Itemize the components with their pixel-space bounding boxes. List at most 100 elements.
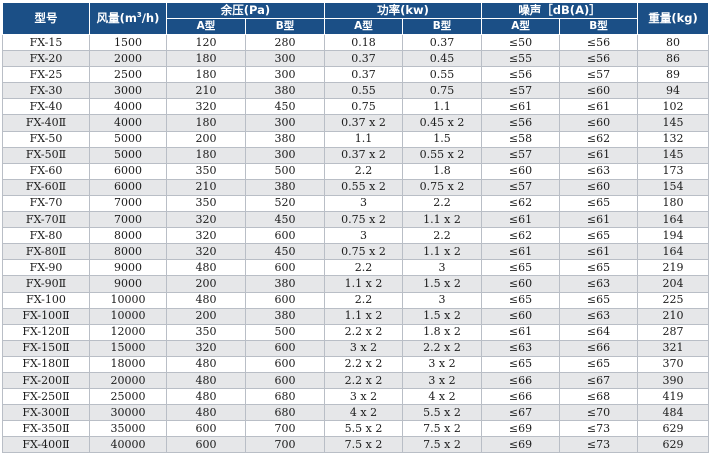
cell-noise-a: ≤66 (481, 371, 561, 390)
cell-model: FX-70Ⅱ (2, 211, 90, 229)
cell-pressure-a: 320 (166, 243, 246, 261)
cell-pressure-a: 480 (166, 388, 246, 406)
cell-airflow: 20000 (89, 371, 167, 390)
cell-pressure-b: 600 (245, 339, 325, 357)
cell-weight: 321 (637, 339, 710, 357)
cell-weight: 145 (637, 114, 710, 132)
cell-noise-b: ≤61 (559, 243, 639, 261)
cell-noise-b: ≤60 (559, 114, 639, 132)
cell-noise-b: ≤60 (559, 178, 639, 196)
cell-model: FX-100 (2, 291, 90, 309)
cell-noise-b: ≤64 (559, 323, 639, 341)
header-noise-a: A型 (481, 18, 561, 35)
cell-noise-a: ≤65 (481, 259, 561, 277)
cell-pressure-a: 350 (166, 323, 246, 341)
header-pressure-a: A型 (166, 18, 246, 35)
cell-airflow: 15000 (89, 339, 167, 357)
cell-model: FX-180Ⅱ (2, 355, 90, 373)
cell-weight: 164 (637, 243, 710, 261)
cell-pressure-a: 320 (166, 211, 246, 229)
cell-pressure-a: 180 (166, 50, 246, 68)
cell-weight: 210 (637, 307, 710, 325)
cell-power-b: 0.75 (401, 82, 483, 100)
cell-pressure-a: 600 (166, 436, 246, 454)
header-airflow: 风量(m3/h) (89, 2, 167, 35)
cell-model: FX-40 (2, 98, 90, 116)
fan-spec-table: 型号 风量(m3/h) 余压(Pa) 功率(kw) 噪声［dB(A)］ 重量(k… (2, 2, 710, 454)
header-power-b: B型 (401, 18, 483, 35)
cell-model: FX-90Ⅱ (2, 275, 90, 293)
cell-airflow: 35000 (89, 420, 167, 438)
cell-model: FX-400Ⅱ (2, 436, 90, 454)
cell-power-a: 1.1 x 2 (324, 275, 403, 293)
cell-noise-a: ≤65 (481, 355, 561, 373)
cell-power-b: 4 x 2 (401, 388, 483, 406)
cell-power-b: 2.2 x 2 (401, 339, 483, 357)
header-model: 型号 (2, 2, 90, 35)
cell-weight: 419 (637, 388, 710, 406)
cell-pressure-b: 600 (245, 355, 325, 373)
header-power-a: A型 (324, 18, 403, 35)
cell-airflow: 6000 (89, 162, 167, 180)
cell-airflow: 3000 (89, 82, 167, 100)
cell-airflow: 5000 (89, 146, 167, 164)
cell-power-b: 1.8 (401, 162, 483, 180)
cell-weight: 145 (637, 146, 710, 164)
table-row: FX-40 4000 320 450 0.75 1.1 ≤61 ≤61 102 (2, 98, 710, 116)
cell-weight: 164 (637, 211, 710, 229)
cell-model: FX-50 (2, 130, 90, 148)
cell-power-a: 3 (324, 227, 403, 245)
cell-power-a: 2.2 x 2 (324, 355, 403, 373)
cell-power-a: 3 (324, 194, 403, 213)
cell-noise-a: ≤60 (481, 275, 561, 293)
cell-airflow: 25000 (89, 388, 167, 406)
cell-model: FX-90 (2, 259, 90, 277)
cell-noise-b: ≤70 (559, 404, 639, 422)
cell-power-b: 1.1 x 2 (401, 243, 483, 261)
table-row: FX-50Ⅱ 5000 180 300 0.37 x 2 0.55 x 2 ≤57 ≤61 14… (2, 146, 710, 164)
cell-noise-a: ≤60 (481, 307, 561, 325)
cell-noise-a: ≤69 (481, 436, 561, 454)
cell-pressure-a: 320 (166, 98, 246, 116)
cell-noise-b: ≤61 (559, 146, 639, 164)
cell-airflow: 4000 (89, 98, 167, 116)
cell-pressure-b: 600 (245, 371, 325, 390)
cell-model: FX-200Ⅱ (2, 371, 90, 390)
cell-power-b: 5.5 x 2 (401, 404, 483, 422)
cell-power-b: 7.5 x 2 (401, 420, 483, 438)
table-row: FX-50 5000 200 380 1.1 1.5 ≤58 ≤62 132 (2, 130, 710, 148)
cell-airflow: 9000 (89, 275, 167, 293)
cell-noise-b: ≤65 (559, 259, 639, 277)
cell-noise-b: ≤68 (559, 388, 639, 406)
cell-power-b: 0.75 x 2 (401, 178, 483, 196)
cell-noise-b: ≤56 (559, 33, 639, 52)
table-row: FX-25 2500 180 300 0.37 0.55 ≤56 ≤57 89 (2, 66, 710, 84)
table-row: FX-90 9000 480 600 2.2 3 ≤65 ≤65 219 (2, 259, 710, 277)
cell-noise-a: ≤65 (481, 291, 561, 309)
cell-pressure-b: 450 (245, 211, 325, 229)
cell-pressure-b: 300 (245, 146, 325, 164)
cell-noise-b: ≤65 (559, 194, 639, 213)
cell-power-b: 0.45 (401, 50, 483, 68)
cell-airflow: 8000 (89, 227, 167, 245)
table-row: FX-90Ⅱ 9000 200 380 1.1 x 2 1.5 x 2 ≤60 ≤63 204 (2, 275, 710, 293)
table-row: FX-20 2000 180 300 0.37 0.45 ≤55 ≤56 86 (2, 50, 710, 68)
cell-power-a: 0.18 (324, 33, 403, 52)
table-row: FX-70Ⅱ 7000 320 450 0.75 x 2 1.1 x 2 ≤61 ≤61 164 (2, 211, 710, 229)
cell-pressure-a: 480 (166, 404, 246, 422)
cell-pressure-b: 600 (245, 227, 325, 245)
table-row: FX-30 3000 210 380 0.55 0.75 ≤57 ≤60 94 (2, 82, 710, 100)
cell-noise-a: ≤56 (481, 114, 561, 132)
cell-power-a: 0.37 (324, 50, 403, 68)
cell-noise-a: ≤58 (481, 130, 561, 148)
cell-noise-a: ≤61 (481, 323, 561, 341)
cell-pressure-a: 120 (166, 33, 246, 52)
cell-pressure-b: 520 (245, 194, 325, 213)
cell-noise-a: ≤69 (481, 420, 561, 438)
cell-noise-a: ≤60 (481, 162, 561, 180)
cell-noise-b: ≤73 (559, 436, 639, 454)
cell-noise-b: ≤63 (559, 275, 639, 293)
cell-weight: 173 (637, 162, 710, 180)
cell-noise-b: ≤65 (559, 355, 639, 373)
